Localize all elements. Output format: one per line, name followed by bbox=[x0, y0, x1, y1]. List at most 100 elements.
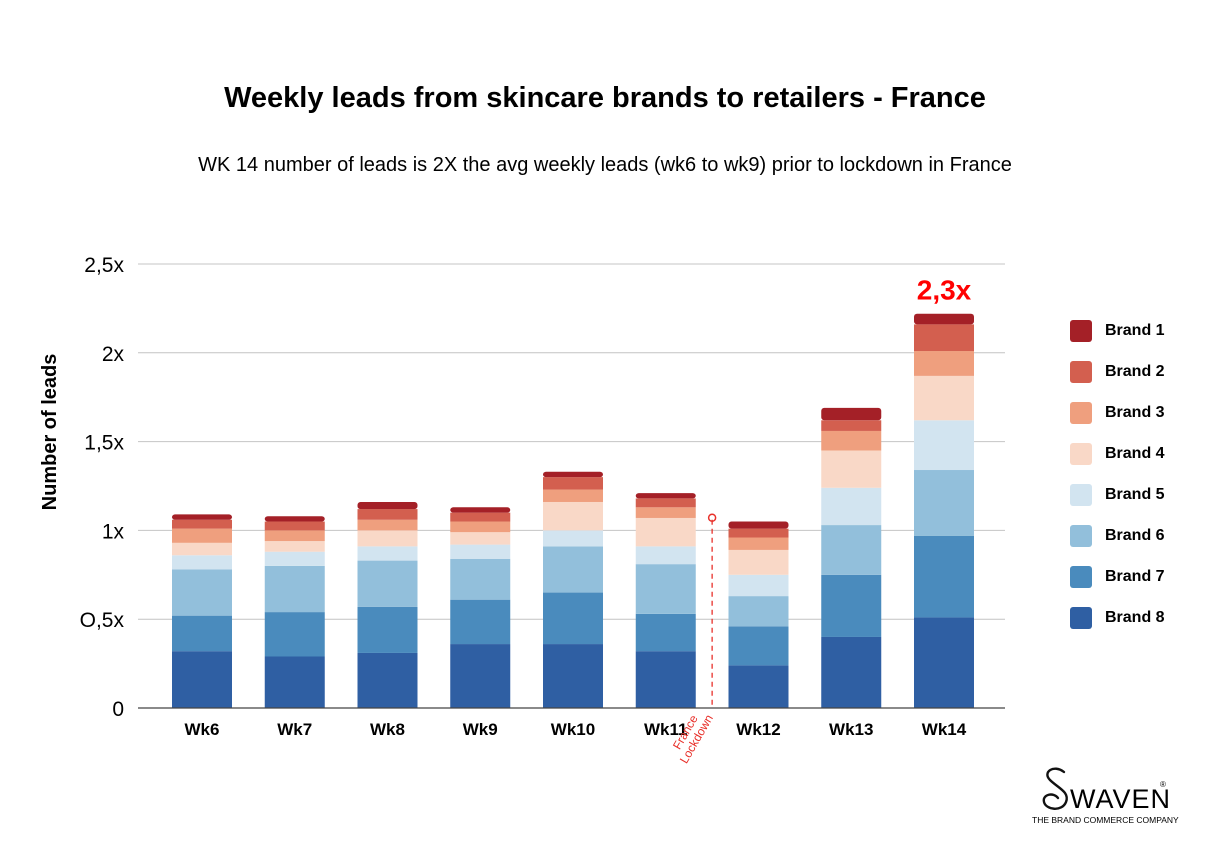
y-axis-label: Number of leads bbox=[39, 354, 61, 511]
lockdown-marker-dot-icon bbox=[707, 513, 717, 522]
legend-swatch bbox=[1070, 565, 1092, 588]
bar-segment bbox=[543, 501, 603, 531]
legend-label: Brand 7 bbox=[1105, 567, 1165, 585]
bar-segment bbox=[728, 665, 789, 708]
bar-segment bbox=[821, 636, 882, 708]
legend-label: Brand 8 bbox=[1105, 608, 1165, 626]
bar-segment bbox=[264, 541, 325, 552]
bar-segment bbox=[821, 487, 882, 526]
chart-subtitle: WK 14 number of leads is 2X the avg week… bbox=[198, 154, 1012, 176]
bar-segment bbox=[264, 612, 325, 657]
bar-segment bbox=[357, 560, 418, 607]
y-tick-label: 1,5x bbox=[84, 432, 124, 455]
legend-item: Brand 6 bbox=[1070, 515, 1165, 556]
bar-segment bbox=[914, 313, 974, 325]
bar-segment bbox=[728, 521, 789, 529]
bar-segment bbox=[357, 606, 418, 653]
bar-segment bbox=[172, 528, 232, 543]
x-tick-label: Wk12 bbox=[736, 720, 780, 739]
bar-segment bbox=[357, 501, 418, 510]
legend-label: Brand 5 bbox=[1105, 485, 1165, 503]
bar-segment bbox=[450, 544, 511, 559]
legend-item: Brand 5 bbox=[1070, 474, 1165, 515]
y-tick-label: 2,5x bbox=[84, 254, 124, 277]
swaven-logo: WAVEN ® THE BRAND COMMERCE COMPANY bbox=[1030, 762, 1180, 832]
bar-segment bbox=[914, 420, 974, 471]
legend-item: Brand 7 bbox=[1070, 556, 1165, 597]
bar-segment bbox=[264, 521, 325, 531]
bar-segment bbox=[543, 644, 603, 708]
bar-segment bbox=[357, 546, 418, 561]
x-tick-label: Wk14 bbox=[922, 720, 967, 739]
bar-segment bbox=[914, 535, 974, 618]
bar-segment bbox=[172, 569, 232, 616]
bar-segment bbox=[357, 530, 418, 547]
legend-swatch bbox=[1070, 524, 1092, 547]
bar-segment bbox=[635, 613, 696, 652]
bar-segment bbox=[821, 450, 882, 488]
bar-segment bbox=[635, 498, 696, 508]
x-tick-label: Wk8 bbox=[370, 720, 405, 739]
legend-item: Brand 2 bbox=[1070, 351, 1165, 392]
bar-segment bbox=[450, 507, 511, 513]
legend-swatch bbox=[1070, 483, 1092, 506]
x-tick-label: Wk11 bbox=[644, 720, 687, 739]
bar-segment bbox=[914, 351, 974, 376]
bar-segment bbox=[543, 477, 603, 490]
bar-segment bbox=[264, 565, 325, 613]
bar-segment bbox=[914, 375, 974, 421]
bar-segment bbox=[264, 656, 325, 708]
legend-item: Brand 3 bbox=[1070, 392, 1165, 433]
bar-segment bbox=[172, 519, 232, 529]
bar-segment bbox=[821, 430, 882, 451]
x-tick-label: Wk10 bbox=[551, 720, 595, 739]
x-tick-label: Wk6 bbox=[185, 720, 220, 739]
bar-segment bbox=[635, 546, 696, 565]
bar-segment bbox=[914, 470, 974, 536]
bar-segment bbox=[172, 555, 232, 570]
bar-segment bbox=[543, 592, 603, 645]
bar-segment bbox=[821, 525, 882, 575]
bars bbox=[172, 313, 974, 708]
x-tick-label: Wk9 bbox=[463, 720, 498, 739]
bar-segment bbox=[357, 652, 418, 708]
logo-registered-mark: ® bbox=[1160, 780, 1166, 789]
bar-segment bbox=[264, 551, 325, 566]
legend-label: Brand 4 bbox=[1105, 444, 1165, 462]
legend-label: Brand 1 bbox=[1105, 321, 1165, 339]
bar-segment bbox=[728, 574, 789, 597]
bar-segment bbox=[821, 407, 882, 421]
legend-item: Brand 8 bbox=[1070, 597, 1165, 638]
bar-segment bbox=[543, 530, 603, 547]
legend-swatch bbox=[1070, 401, 1092, 424]
bar-segment bbox=[635, 493, 696, 499]
bar-segment bbox=[450, 599, 511, 645]
bar-segment bbox=[264, 530, 325, 542]
bar-segment bbox=[543, 546, 603, 593]
bar-segment bbox=[914, 617, 974, 708]
bar-segment bbox=[635, 651, 696, 708]
logo-wordmark: WAVEN bbox=[1070, 784, 1172, 814]
bar-segment bbox=[821, 574, 882, 637]
legend-swatch bbox=[1070, 319, 1092, 342]
bar-segment bbox=[450, 521, 511, 533]
legend: Brand 1 Brand 2 Brand 3 Brand 4 Brand 5 Brand… bbox=[1070, 310, 1165, 638]
legend-label: Brand 3 bbox=[1105, 403, 1165, 421]
bar-segment bbox=[635, 564, 696, 614]
bar-segment bbox=[172, 542, 232, 556]
legend-label: Brand 6 bbox=[1105, 526, 1165, 544]
bar-segment bbox=[357, 519, 418, 531]
bar-segment bbox=[172, 615, 232, 652]
bar-segment bbox=[450, 532, 511, 545]
bar-segment bbox=[450, 512, 511, 522]
bar-segment bbox=[728, 596, 789, 627]
legend-label: Brand 2 bbox=[1105, 362, 1165, 380]
multiplier-annotation: 2,3x bbox=[917, 275, 972, 306]
bar-segment bbox=[728, 549, 789, 575]
bar-segment bbox=[728, 626, 789, 666]
x-tick-label: Wk13 bbox=[829, 720, 873, 739]
bar-segment bbox=[821, 420, 882, 431]
bar-segment bbox=[357, 509, 418, 520]
bar-segment bbox=[635, 517, 696, 547]
bar-segment bbox=[543, 489, 603, 502]
